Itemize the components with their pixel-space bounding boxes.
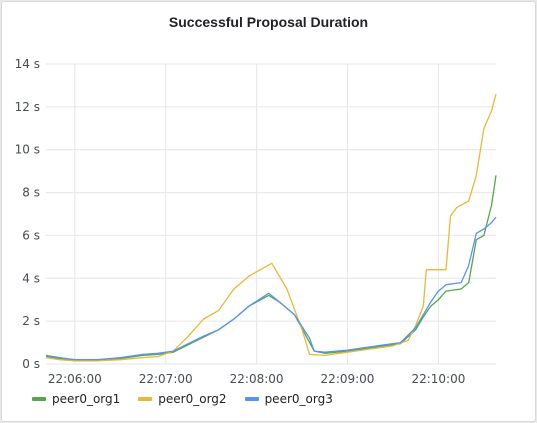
y-tick-label: 10 s (15, 143, 40, 157)
legend: peer0_org1 peer0_org2 peer0_org3 (32, 392, 333, 406)
x-tick-label: 22:09:00 (321, 372, 375, 386)
panel-title: Successful Proposal Duration (168, 14, 369, 30)
series-line-peer0_org3 (45, 216, 497, 361)
y-tick-label: 0 s (22, 357, 40, 371)
y-tick-label: 4 s (22, 271, 40, 285)
legend-swatch (32, 397, 46, 401)
legend-label: peer0_org3 (264, 392, 333, 406)
x-tick-label: 22:10:00 (411, 372, 465, 386)
y-tick-label: 8 s (22, 186, 40, 200)
x-tick-label: 22:06:00 (48, 372, 102, 386)
legend-item-peer0_org1[interactable]: peer0_org1 (32, 392, 120, 406)
series-layer (45, 93, 497, 362)
y-tick-label: 14 s (15, 57, 40, 71)
legend-item-peer0_org3[interactable]: peer0_org3 (244, 392, 333, 406)
y-tick-label: 12 s (15, 100, 40, 114)
y-tick-label: 2 s (22, 314, 40, 328)
series-line-peer0_org1 (45, 175, 497, 361)
x-tick-label: 22:08:00 (230, 372, 284, 386)
y-tick-labels: 0 s 2 s 4 s 6 s 8 s 10 s 12 s 14 s (15, 57, 40, 371)
legend-item-peer0_org2[interactable]: peer0_org2 (138, 392, 227, 406)
legend-label: peer0_org2 (158, 392, 227, 406)
legend-swatch (244, 397, 259, 401)
legend-label: peer0_org1 (52, 392, 121, 406)
legend-swatch (138, 397, 153, 401)
x-tick-label: 22:07:00 (139, 372, 193, 386)
y-tick-label: 6 s (22, 228, 40, 242)
x-tick-labels: 22:06:00 22:07:00 22:08:00 22:09:00 22:10:00 (48, 372, 466, 386)
series-line-peer0_org2 (45, 93, 497, 362)
grid-layer (46, 63, 496, 365)
